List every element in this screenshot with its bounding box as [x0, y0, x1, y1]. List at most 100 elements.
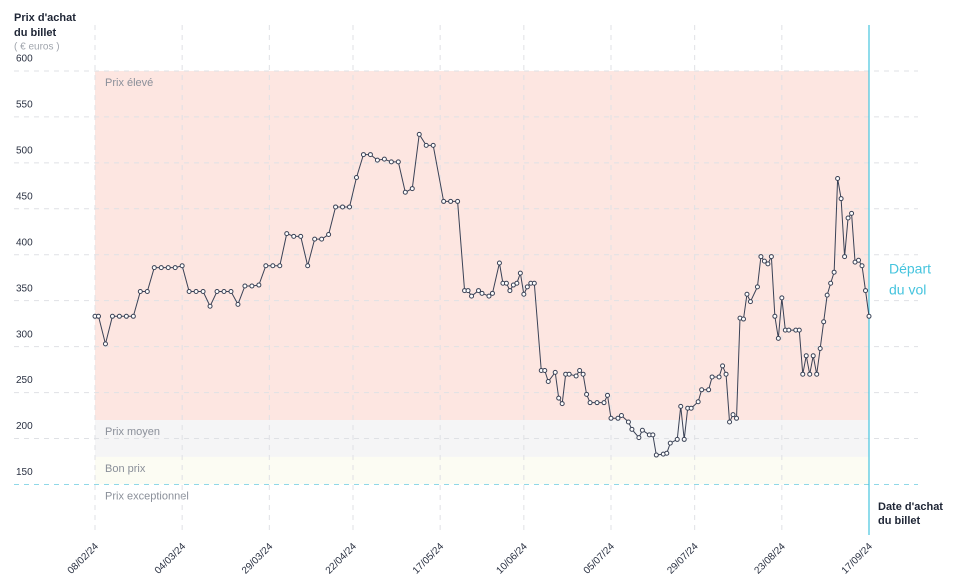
price-point — [629, 426, 635, 432]
price-band — [95, 420, 869, 457]
price-point — [165, 265, 171, 271]
price-point — [524, 284, 530, 290]
price-point — [503, 280, 509, 286]
price-point — [587, 400, 593, 406]
y-tick-label: 400 — [16, 237, 33, 248]
y-tick-label: 450 — [16, 191, 33, 202]
price-point — [200, 288, 206, 294]
price-point — [727, 419, 733, 425]
price-point — [116, 313, 122, 319]
price-point — [291, 233, 297, 239]
price-point — [441, 198, 447, 204]
price-point — [416, 131, 422, 137]
price-point — [395, 159, 401, 165]
price-point — [594, 400, 600, 406]
x-tick-label: 05/07/24 — [582, 541, 618, 577]
price-point — [650, 432, 656, 438]
x-tick-label: 22/04/24 — [324, 541, 360, 577]
price-point — [388, 159, 394, 165]
price-point — [566, 371, 572, 377]
price-point — [740, 316, 746, 322]
price-point — [775, 335, 781, 341]
band-label: Prix exceptionnel — [105, 490, 189, 502]
x-tick-label: 17/05/24 — [411, 541, 447, 577]
price-point — [95, 313, 101, 319]
price-point — [817, 345, 823, 351]
price-point — [639, 427, 645, 433]
price-band — [95, 484, 869, 535]
price-point — [758, 254, 764, 260]
price-point — [130, 313, 136, 319]
price-point — [695, 399, 701, 405]
price-point — [796, 327, 802, 333]
price-point — [723, 371, 729, 377]
price-point — [514, 280, 520, 286]
price-point — [109, 313, 115, 319]
price-point — [866, 313, 872, 319]
price-point — [186, 288, 192, 294]
price-point — [667, 440, 673, 446]
price-point — [305, 263, 311, 269]
y-title-line2: du billet — [14, 27, 57, 39]
price-point — [242, 283, 248, 289]
price-point — [838, 196, 844, 202]
price-point — [137, 288, 143, 294]
band-label: Bon prix — [105, 463, 146, 475]
price-point — [730, 412, 736, 418]
price-point — [716, 374, 722, 380]
y-tick-label: 250 — [16, 375, 33, 386]
price-point — [856, 257, 862, 263]
x-tick-label: 10/06/24 — [495, 541, 531, 577]
price-point — [688, 405, 694, 411]
price-point — [674, 436, 680, 442]
x-title-line2: du billet — [878, 515, 921, 527]
price-point — [615, 415, 621, 421]
price-point — [340, 204, 346, 210]
price-point — [761, 258, 767, 264]
price-point — [636, 435, 642, 441]
y-tick-label: 350 — [16, 283, 33, 294]
price-point — [172, 265, 178, 271]
price-point — [653, 452, 659, 458]
price-point — [786, 327, 792, 333]
price-point — [228, 288, 234, 294]
price-point — [102, 341, 108, 347]
price-point — [469, 293, 475, 299]
price-point — [831, 269, 837, 275]
y-tick-label: 550 — [16, 100, 33, 111]
price-point — [625, 419, 631, 425]
price-point — [476, 288, 482, 294]
price-point — [277, 263, 283, 269]
price-point — [221, 288, 227, 294]
x-tick-label: 29/03/24 — [240, 541, 276, 577]
price-point — [849, 210, 855, 216]
price-point — [835, 175, 841, 181]
price-point — [559, 401, 565, 407]
price-point — [312, 236, 318, 242]
price-point — [552, 369, 558, 375]
price-point — [556, 395, 562, 401]
price-point — [577, 368, 583, 374]
price-point — [821, 319, 827, 325]
y-tick-label: 600 — [16, 54, 33, 65]
x-tick-label: 17/09/24 — [840, 541, 876, 577]
price-point — [863, 288, 869, 294]
y-tick-label: 200 — [16, 421, 33, 432]
y-unit: ( € euros ) — [14, 42, 60, 53]
price-point — [828, 280, 834, 286]
price-point — [709, 374, 715, 380]
price-point — [542, 368, 548, 374]
price-point — [734, 415, 740, 421]
price-point — [347, 204, 353, 210]
band-label: Prix élevé — [105, 77, 153, 89]
price-point — [573, 373, 579, 379]
price-point — [402, 189, 408, 195]
band-label: Prix moyen — [105, 426, 160, 438]
price-point — [681, 436, 687, 442]
price-point — [158, 265, 164, 271]
price-point — [807, 371, 813, 377]
y-title-line1: Prix d'achat — [14, 12, 76, 24]
price-point — [249, 283, 255, 289]
price-point — [360, 152, 366, 158]
